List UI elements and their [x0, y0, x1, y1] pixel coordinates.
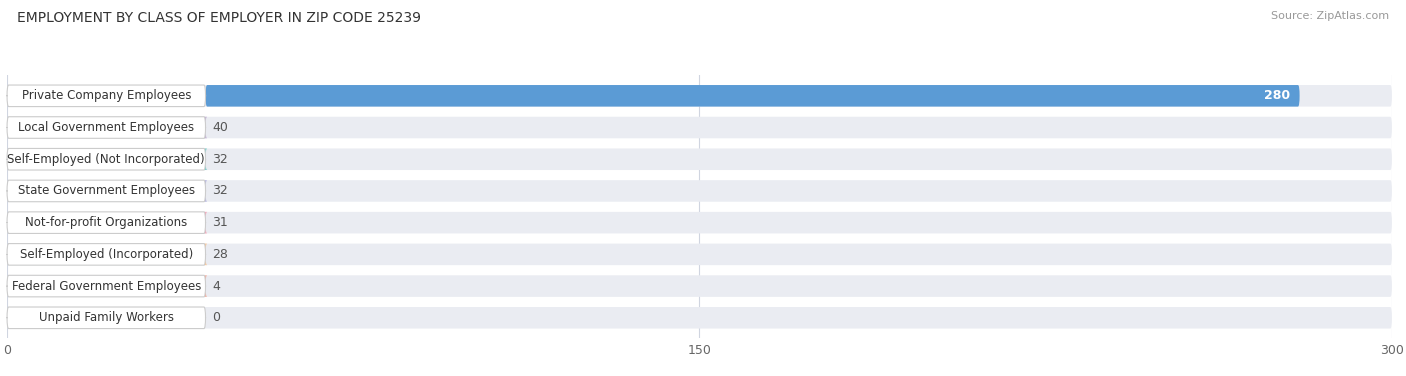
Text: 40: 40 — [212, 121, 228, 134]
Text: Not-for-profit Organizations: Not-for-profit Organizations — [25, 216, 187, 229]
Text: 32: 32 — [212, 153, 228, 166]
FancyBboxPatch shape — [7, 275, 205, 297]
Text: 4: 4 — [212, 280, 221, 293]
Text: State Government Employees: State Government Employees — [18, 185, 195, 197]
FancyBboxPatch shape — [204, 275, 207, 297]
FancyBboxPatch shape — [7, 149, 1392, 170]
FancyBboxPatch shape — [204, 180, 207, 202]
Text: Private Company Employees: Private Company Employees — [21, 89, 191, 102]
FancyBboxPatch shape — [205, 85, 1299, 106]
Text: 280: 280 — [1264, 89, 1291, 102]
Text: 0: 0 — [212, 311, 221, 324]
Text: EMPLOYMENT BY CLASS OF EMPLOYER IN ZIP CODE 25239: EMPLOYMENT BY CLASS OF EMPLOYER IN ZIP C… — [17, 11, 420, 25]
FancyBboxPatch shape — [7, 117, 205, 138]
Text: 31: 31 — [212, 216, 228, 229]
FancyBboxPatch shape — [204, 149, 207, 170]
FancyBboxPatch shape — [7, 149, 205, 170]
FancyBboxPatch shape — [7, 212, 205, 233]
FancyBboxPatch shape — [7, 180, 205, 202]
FancyBboxPatch shape — [7, 244, 1392, 265]
Text: Self-Employed (Not Incorporated): Self-Employed (Not Incorporated) — [7, 153, 205, 166]
FancyBboxPatch shape — [7, 212, 1392, 233]
FancyBboxPatch shape — [204, 117, 207, 138]
FancyBboxPatch shape — [204, 212, 207, 233]
FancyBboxPatch shape — [7, 85, 1392, 106]
Text: Self-Employed (Incorporated): Self-Employed (Incorporated) — [20, 248, 193, 261]
FancyBboxPatch shape — [7, 180, 1392, 202]
FancyBboxPatch shape — [204, 244, 207, 265]
FancyBboxPatch shape — [7, 244, 205, 265]
FancyBboxPatch shape — [7, 307, 205, 329]
Text: Local Government Employees: Local Government Employees — [18, 121, 194, 134]
Text: Source: ZipAtlas.com: Source: ZipAtlas.com — [1271, 11, 1389, 21]
Text: Federal Government Employees: Federal Government Employees — [11, 280, 201, 293]
Text: Unpaid Family Workers: Unpaid Family Workers — [39, 311, 174, 324]
FancyBboxPatch shape — [7, 307, 1392, 329]
Text: 28: 28 — [212, 248, 228, 261]
FancyBboxPatch shape — [7, 85, 205, 106]
Text: 32: 32 — [212, 185, 228, 197]
FancyBboxPatch shape — [7, 275, 1392, 297]
FancyBboxPatch shape — [7, 117, 1392, 138]
